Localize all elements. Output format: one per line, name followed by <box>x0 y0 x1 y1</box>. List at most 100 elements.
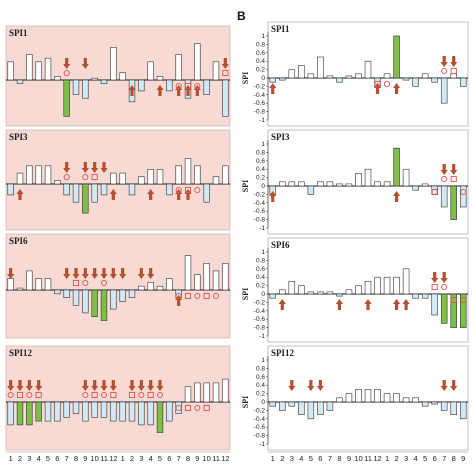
bar <box>119 172 126 185</box>
down-arrow-icon <box>109 380 117 391</box>
y-tick-label: -1 <box>259 333 265 340</box>
bar <box>336 293 343 297</box>
y-tick-label: -1 <box>259 441 265 448</box>
x-tick-label: 7 <box>65 454 69 463</box>
bar <box>184 158 192 185</box>
circle-marker <box>383 80 391 88</box>
bar <box>91 77 98 81</box>
down-arrow-icon <box>440 380 448 391</box>
bar <box>7 401 14 426</box>
up-arrow-icon <box>373 83 382 94</box>
bar <box>450 293 457 328</box>
y-tick-label: 0.6 <box>256 374 265 381</box>
bar <box>147 282 154 291</box>
x-tick-label: 9 <box>347 454 351 463</box>
chart-panel-7: SPI6 10.8 0.60.4 0.20-0.2 -0.4-0.6 -0.8-1 SPI <box>241 237 469 343</box>
bar <box>383 73 391 79</box>
y-tick-label: 1 <box>261 249 265 256</box>
y-tick-label: -0.4 <box>254 200 266 207</box>
bar <box>374 181 381 187</box>
y-tick-label: 0.2 <box>256 391 265 398</box>
down-arrow-icon <box>450 380 458 391</box>
y-tick-label: -0.8 <box>254 109 266 116</box>
bar <box>279 401 286 411</box>
bar <box>194 382 201 403</box>
circle-marker <box>7 391 14 399</box>
down-arrow-icon <box>81 58 89 69</box>
bar <box>450 401 457 415</box>
bar <box>110 172 117 185</box>
x-tick-label: 12 <box>373 454 381 463</box>
y-axis-label: SPI <box>241 180 250 192</box>
bar <box>147 401 154 426</box>
up-arrow-icon <box>392 299 401 310</box>
bar <box>459 293 467 328</box>
x-tick-label: 6 <box>55 454 59 463</box>
bar <box>279 289 286 295</box>
bar <box>345 75 353 79</box>
bar <box>317 56 324 79</box>
circle-marker <box>175 292 182 300</box>
bar <box>298 65 305 79</box>
bar <box>222 262 229 291</box>
bar <box>355 285 362 295</box>
bar <box>26 165 33 185</box>
bar <box>26 401 33 426</box>
square-marker <box>431 283 438 291</box>
bar <box>431 293 438 316</box>
y-tick-label: 0.8 <box>256 41 265 48</box>
square-marker <box>16 391 24 399</box>
square-marker <box>91 173 98 181</box>
x-tick-label: 5 <box>423 454 427 463</box>
bar <box>279 77 286 81</box>
bar <box>421 401 429 407</box>
y-tick-label: -1 <box>259 117 265 124</box>
x-tick-label: 5 <box>309 454 313 463</box>
bar <box>383 276 391 295</box>
x-tick-label: 11 <box>100 454 108 463</box>
square-marker <box>374 80 381 88</box>
x-tick-label: 3 <box>27 454 31 463</box>
y-tick-label: 0.6 <box>256 266 265 273</box>
up-arrow-icon <box>109 189 117 200</box>
y-tick-label: -0.8 <box>254 325 266 332</box>
bar <box>147 169 154 185</box>
bar <box>364 168 372 187</box>
bar <box>402 397 410 403</box>
chart-panel-8: SPI1210.80.60.40.20-0.2-0.4-0.6-0.8-1SPI… <box>241 345 469 463</box>
up-arrow-icon <box>156 85 164 96</box>
bar <box>355 389 362 403</box>
square-marker <box>184 404 192 412</box>
bar <box>393 35 400 79</box>
bar <box>421 183 429 187</box>
bar <box>345 393 353 403</box>
down-arrow-icon <box>63 268 71 279</box>
chart-title: SPI6 <box>271 240 290 250</box>
bar <box>63 79 70 117</box>
y-tick-label: 0.4 <box>256 166 265 173</box>
down-arrow-icon <box>147 380 155 391</box>
bar <box>326 401 334 411</box>
y-tick-label: 1 <box>261 33 265 40</box>
bar <box>16 401 24 426</box>
bar <box>364 389 372 403</box>
bar <box>44 165 52 185</box>
bar <box>35 165 42 185</box>
bar <box>393 147 400 187</box>
x-tick-label: 1 <box>9 454 13 463</box>
bar <box>440 77 448 104</box>
y-tick-label: -0.4 <box>254 92 266 99</box>
circle-marker <box>460 296 467 304</box>
circle-marker <box>63 173 70 181</box>
x-tick-label: 11 <box>212 454 220 463</box>
x-tick-label: 4 <box>149 454 153 463</box>
bar <box>44 401 52 422</box>
y-tick-label: -0.2 <box>254 191 266 198</box>
bar <box>336 397 343 403</box>
chart-panel-6: SPI3 10.8 0.60.4 0.20-0.2 -0.4-0.6 -0.8-1 SPI <box>241 129 469 235</box>
down-arrow-icon <box>137 380 145 391</box>
bar <box>222 79 229 117</box>
down-arrow-icon <box>25 380 33 391</box>
bar <box>317 291 324 295</box>
circle-marker <box>194 404 201 412</box>
